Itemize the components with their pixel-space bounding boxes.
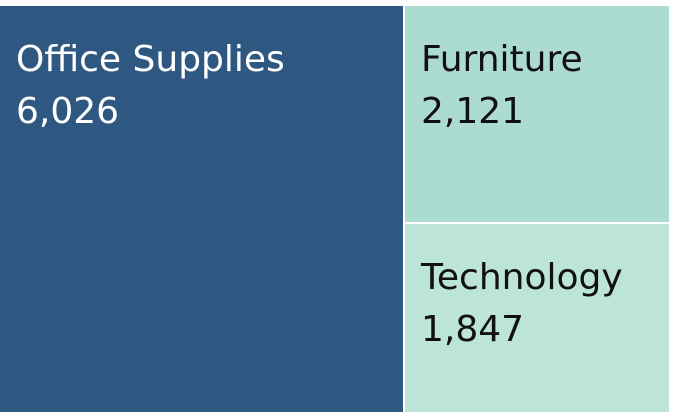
category-label-office-supplies: Office Supplies [16,39,285,80]
tile-label-office-supplies: Office Supplies 6,026 [16,34,285,138]
tile-label-technology: Technology 1,847 [421,252,623,356]
tile-label-furniture: Furniture 2,121 [421,34,583,138]
category-label-furniture: Furniture [421,39,583,80]
treemap-tile-furniture[interactable]: Furniture 2,121 [405,6,669,222]
category-label-technology: Technology [421,257,623,298]
treemap-tile-office-supplies[interactable]: Office Supplies 6,026 [0,6,403,412]
value-label-furniture: 2,121 [421,91,525,132]
value-label-office-supplies: 6,026 [16,91,120,132]
value-label-technology: 1,847 [421,309,525,350]
treemap-tile-technology[interactable]: Technology 1,847 [405,224,669,412]
